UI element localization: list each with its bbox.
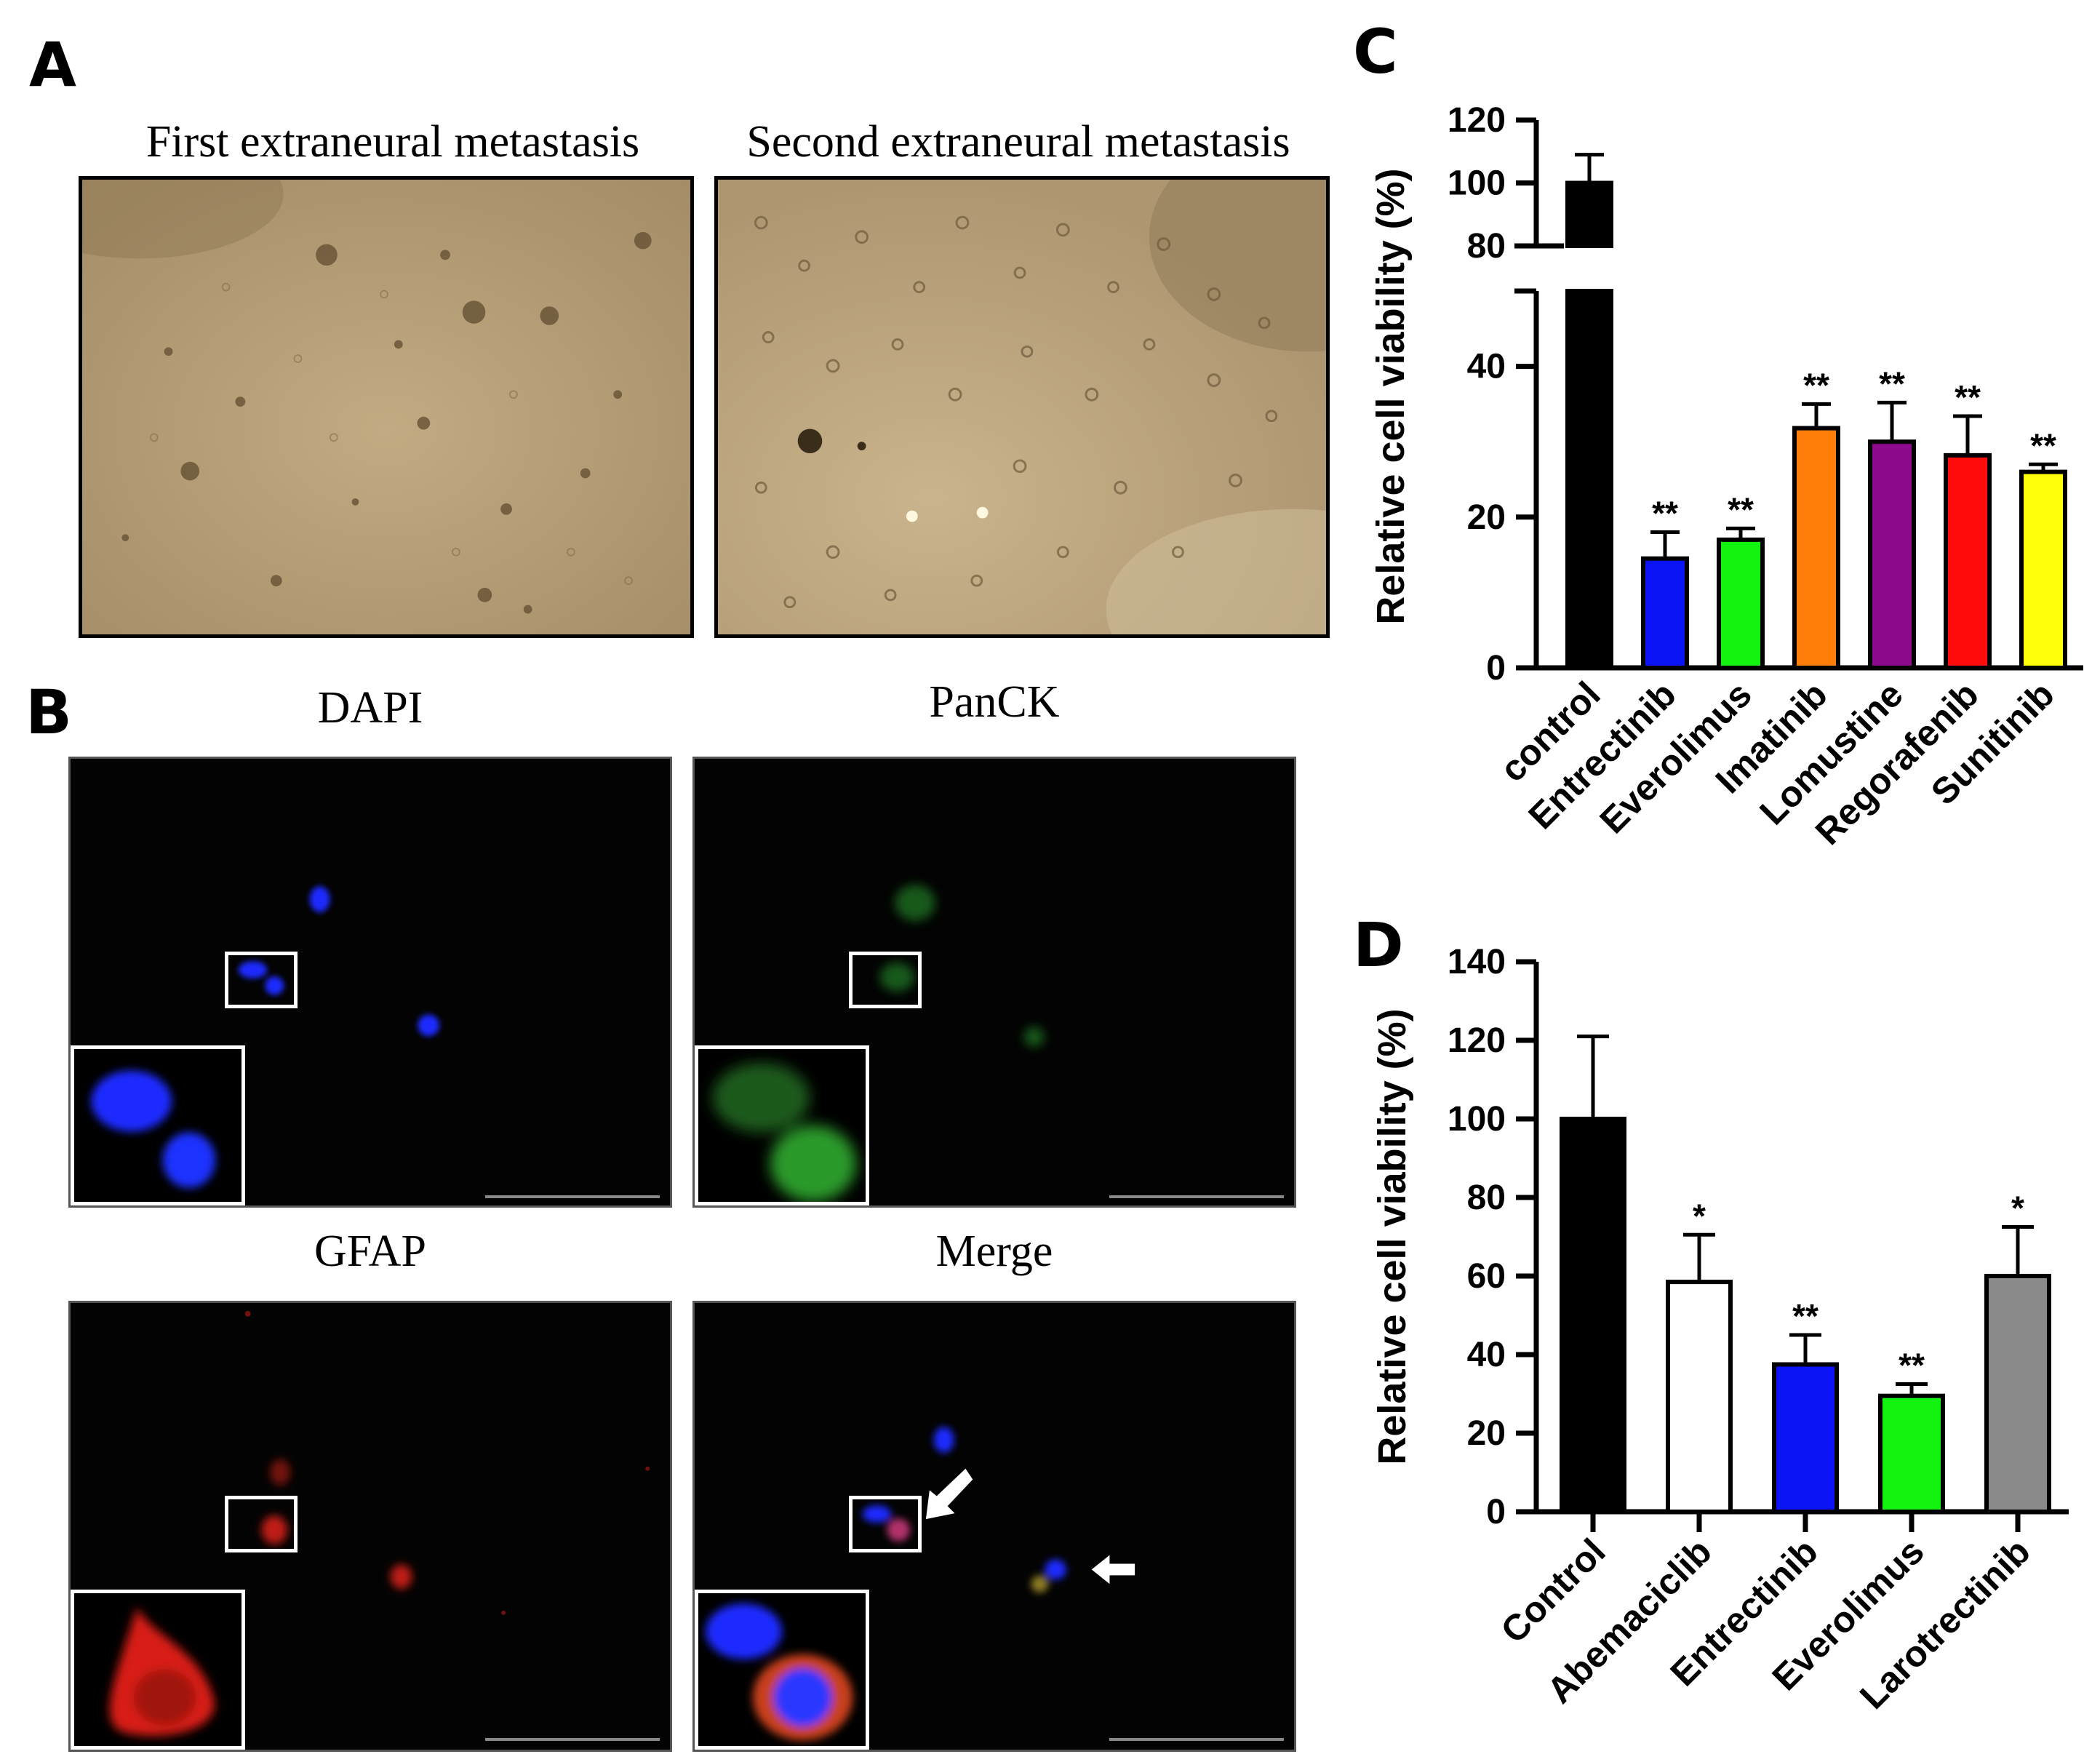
bar-control-upper [1565,180,1613,248]
inset-panck [695,1045,869,1205]
caption-merge: Merge [935,1227,1053,1276]
arrow-marker [1091,1555,1135,1584]
significance-marker: ** [1955,378,1981,416]
caption-second-metastasis: Second extraneural metastasis [746,117,1290,167]
bar-everolimus [1717,537,1765,670]
panel-label-a: A [29,29,77,100]
bar-regorafenib [1944,453,1992,671]
y-tick-label: 140 [1448,943,1506,981]
inset-merge [695,1590,869,1750]
significance-marker: ** [1899,1347,1925,1384]
panel-label-d: D [1353,909,1404,981]
y-tick-label: 80 [1467,227,1506,266]
y-tick-label: 60 [1467,1257,1506,1296]
y-axis-label: Relative cell viability (%) [1369,168,1413,624]
micrograph-gfap [68,1301,672,1752]
chart-c: 0 20 40 80 100 120 Relative cell viability (%)… [1369,101,2083,853]
roi-box-panck [849,952,922,1008]
micrograph-first-metastasis [79,176,694,638]
scale-bar-panck [1109,1195,1284,1198]
bar-control-lower [1565,289,1613,670]
micrograph-merge [692,1301,1296,1752]
bar-larotrectinib [1984,1274,2051,1514]
significance-marker: ** [1803,366,1829,404]
significance-marker: ** [2030,426,2056,464]
micrograph-panck [692,757,1296,1208]
scale-bar-merge [1109,1738,1284,1741]
significance-marker: ** [1728,490,1754,528]
caption-panck: PanCK [929,677,1060,727]
bar-sunitinib [2019,469,2067,670]
inset-dapi [71,1045,245,1205]
scale-bar-dapi [485,1195,660,1198]
panel-label-b: B [25,677,73,748]
chart-d: 0 20 40 60 80 100 120 140 Relative cell viabilit… [1370,943,2069,1717]
y-tick-label: 40 [1467,348,1506,386]
y-tick-label: 20 [1467,1414,1506,1453]
bar-lomustine [1868,439,1916,670]
roi-box-gfap [225,1496,298,1552]
significance-marker: ** [1792,1297,1818,1335]
y-tick-label: 100 [1448,164,1506,203]
caption-gfap: GFAP [314,1227,426,1276]
y-tick-label: 0 [1486,1493,1506,1531]
inset-gfap [71,1590,245,1750]
roi-box-dapi [225,952,298,1008]
y-tick-label: 80 [1467,1179,1506,1217]
significance-marker: ** [1879,364,1905,402]
y-tick-label: 20 [1467,498,1506,537]
bar-entrectinib [1641,556,1689,671]
significance-marker: ** [1652,495,1678,533]
bar-imatinib [1792,426,1840,670]
y-tick-label: 120 [1448,101,1506,140]
bar-entrectinib [1772,1362,1839,1514]
significance-marker: * [2011,1189,2024,1227]
caption-first-metastasis: First extraneural metastasis [145,117,640,167]
significance-marker: * [1693,1197,1706,1235]
panel-label-c: C [1353,16,1398,87]
arrow-marker [925,1468,973,1520]
y-axis-label: Relative cell viability (%) [1370,1008,1414,1464]
roi-box-merge [849,1496,922,1552]
micrograph-second-metastasis [714,176,1330,638]
y-tick-label: 0 [1486,649,1506,687]
bar-everolimus [1878,1393,1945,1515]
scale-bar-gfap [485,1738,660,1741]
y-tick-label: 40 [1467,1336,1506,1374]
y-tick-label: 120 [1448,1021,1506,1060]
caption-dapi: DAPI [317,683,423,733]
micrograph-dapi [68,757,672,1208]
bar-control [1560,1117,1626,1514]
bar-abemaciclib [1666,1280,1733,1514]
y-tick-label: 100 [1448,1100,1506,1139]
